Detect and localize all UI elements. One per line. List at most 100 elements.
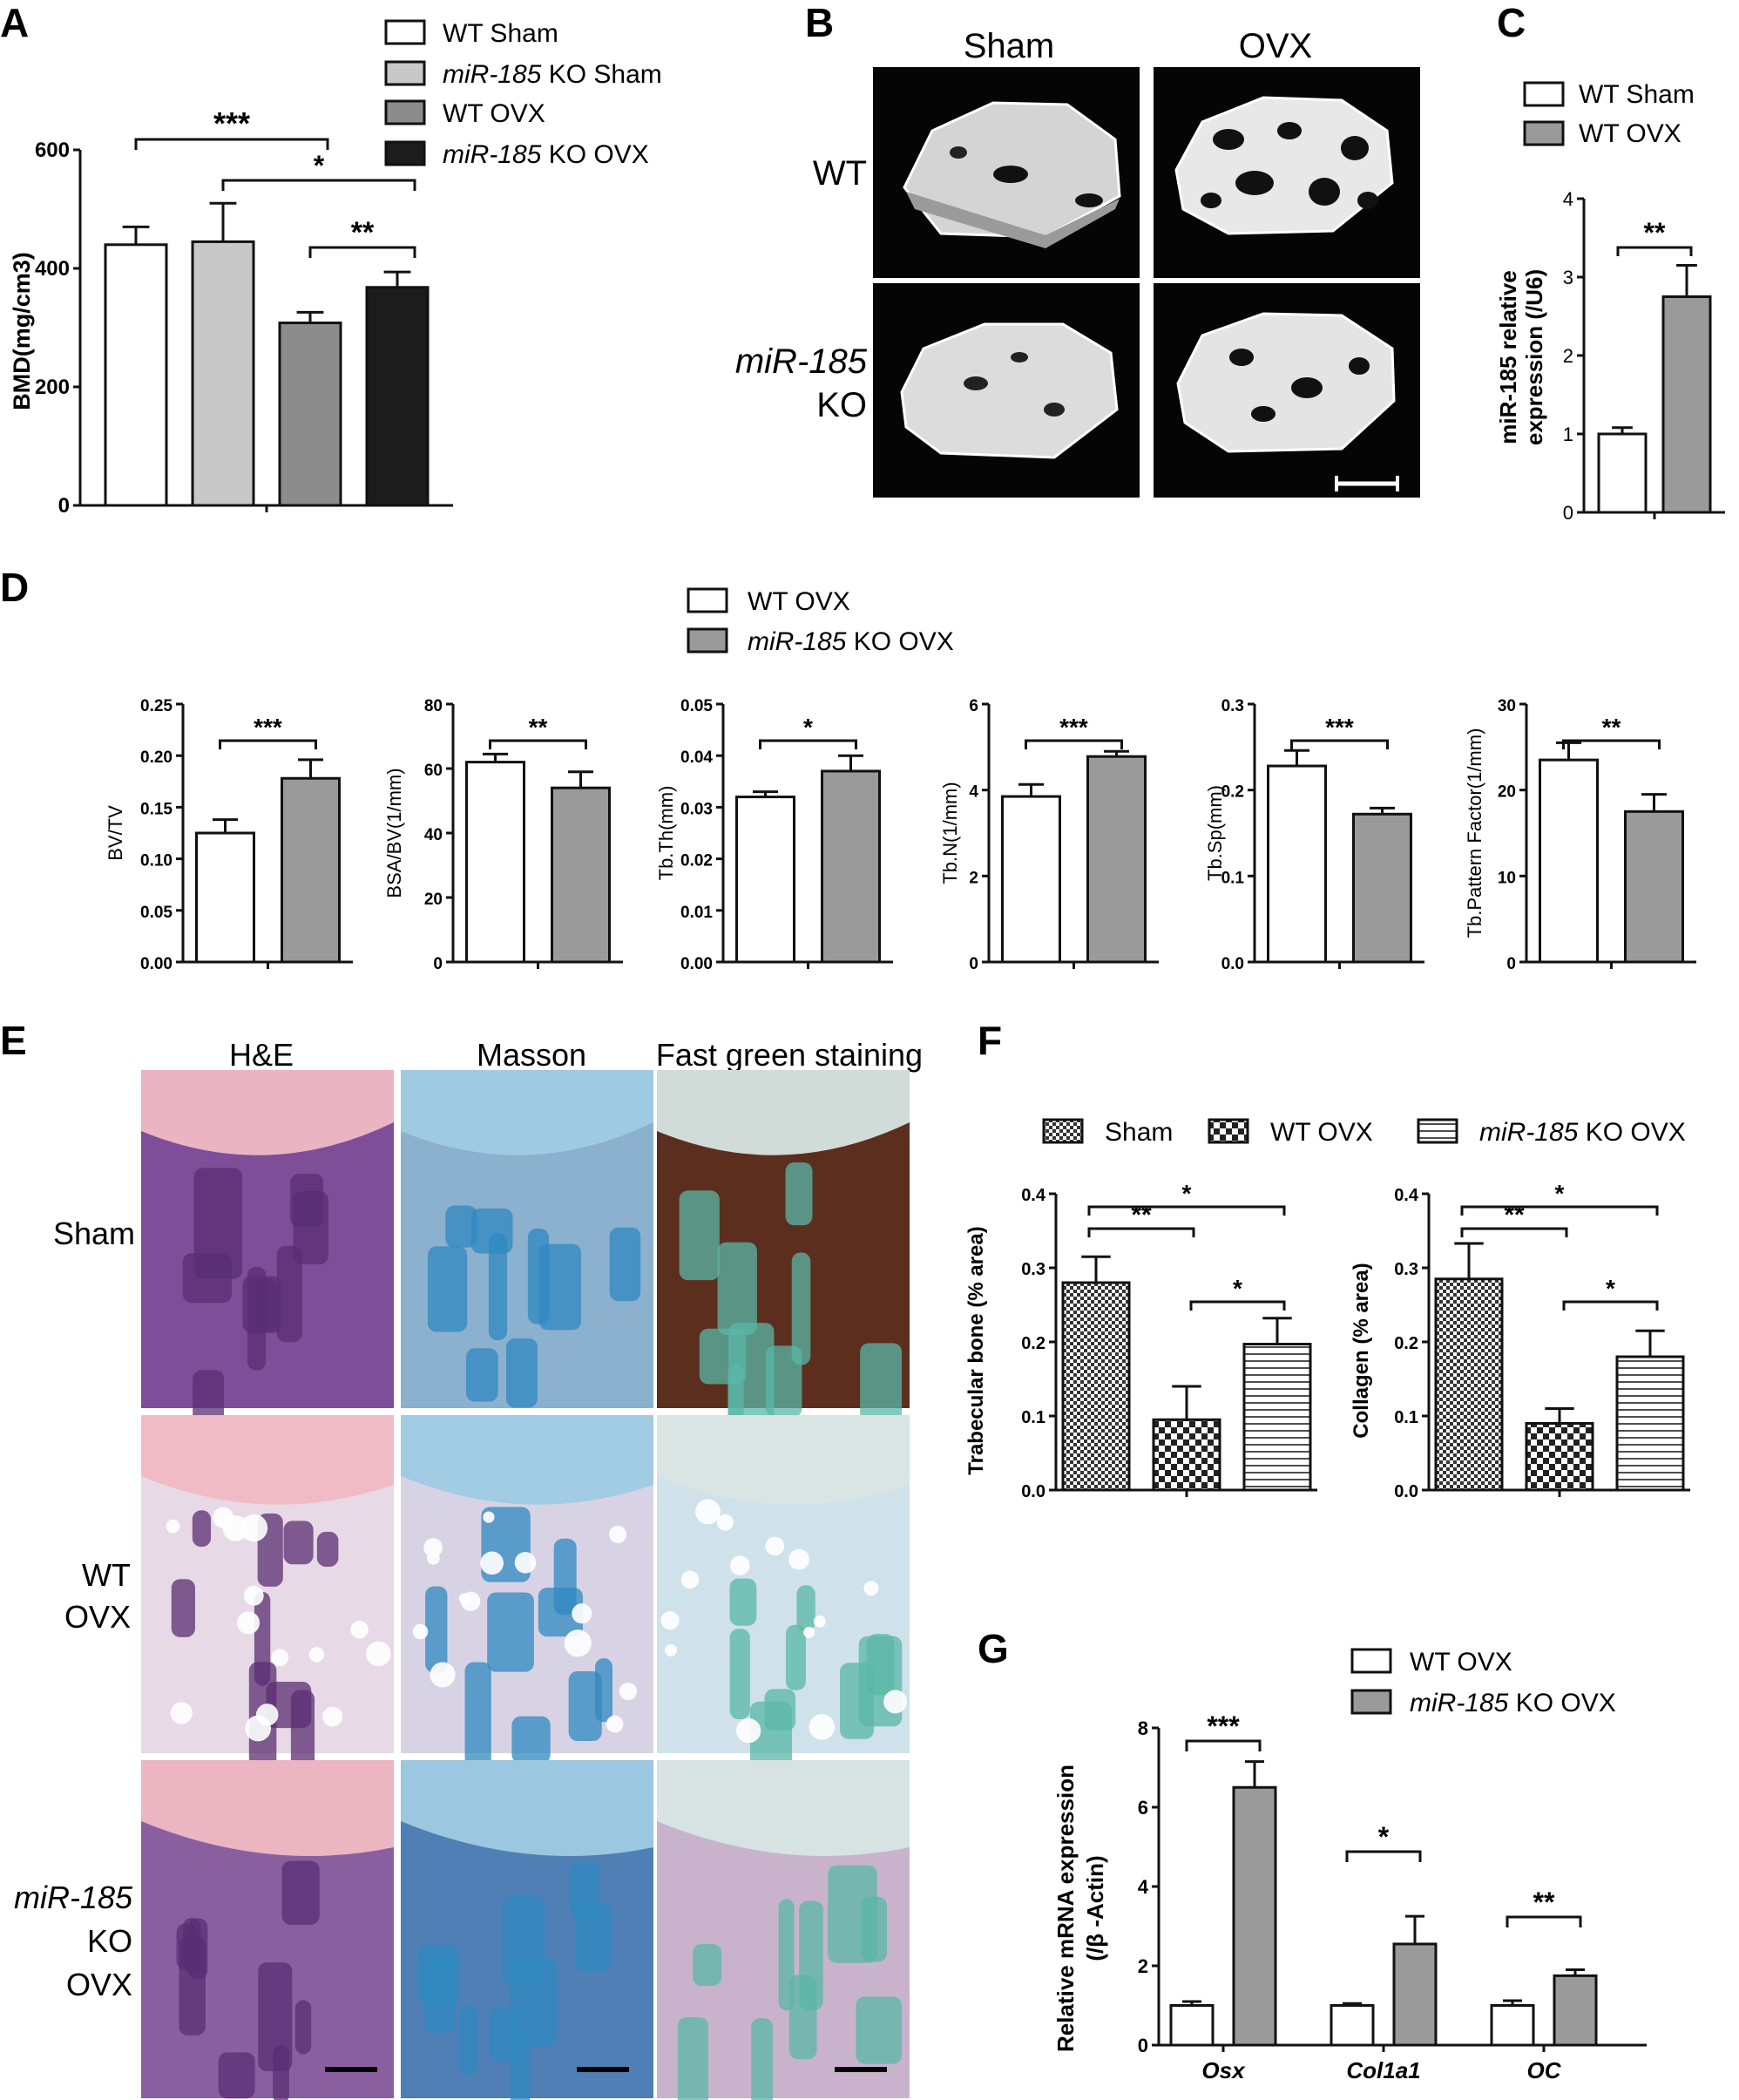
legend-label-c-wt-sham: WT Sham (1579, 80, 1695, 109)
chart-a-ylabel: BMD(mg/cm3) (9, 252, 35, 410)
D5-ylabel: Tb.Sp(mm) (1204, 785, 1226, 881)
F1-y-tick-label-3: 0.3 (1021, 1260, 1045, 1279)
g-x-label-0: Osx (1201, 2057, 1246, 2083)
legend-label-f-wt-ovx: WT OVX (1270, 1118, 1373, 1147)
panel-b-row-ko-2: KO (816, 386, 867, 424)
panel-e-col-fast-green: Fast green staining (656, 1037, 923, 1073)
histology-r2-c2-trabecula-7 (778, 1899, 795, 2011)
D6-y-tick-label-1: 10 (1498, 869, 1516, 887)
D6-bar-1 (1624, 810, 1684, 964)
a-sig-1-bracket (221, 179, 416, 191)
D3-y-tick-label-2: 0.02 (680, 852, 713, 870)
a-sig-1-label: * (314, 150, 325, 181)
panel-b-row-wt: WT (813, 154, 867, 193)
D3-sig-0-label: * (803, 714, 813, 741)
A-y-tick-label-0: 0 (58, 494, 70, 518)
histology-r0-c1-trabecula-5 (427, 1246, 468, 1332)
F2-y-tick-label-1: 0.1 (1394, 1408, 1418, 1427)
histology-r2-c0-trabecula-8 (179, 1936, 206, 2036)
F1-y-tick-label-4: 0.4 (1021, 1186, 1046, 1205)
panel-letter-e: E (0, 1018, 27, 1063)
histology-r2-c2-trabecula-8 (799, 1900, 823, 2010)
histology-r2-c2-trabecula-3 (856, 1996, 903, 2064)
D1-y-tick-label-1: 0.05 (140, 904, 173, 922)
D2-bar-0 (465, 761, 525, 964)
C-bar-0 (1597, 432, 1648, 514)
histology-r2-c1-trabecula-8 (423, 1954, 456, 2033)
histology-r1-c1-adipocyte-10 (606, 1715, 624, 1733)
panel-e-row-ko-2: KO (87, 1923, 132, 1959)
histology-r1-c1-adipocyte-11 (619, 1682, 638, 1701)
F1-bar-2 (1242, 1343, 1312, 1492)
F2-bar-1 (1525, 1422, 1594, 1492)
D5-y-tick-label-2: 0.2 (1221, 783, 1244, 802)
C-y-tick-label-3: 3 (1563, 267, 1573, 288)
D1-ylabel: BV/TV (105, 805, 126, 861)
F1-ylabel: Trabecular bone (% area) (964, 1226, 988, 1474)
panel-e-row-wt-1: WT (82, 1557, 131, 1593)
histology-r1-c2-adipocyte-5 (730, 1555, 750, 1575)
histology-r1-c2-adipocyte-12 (695, 1499, 721, 1525)
histology-r1-c1-trabecula-0 (568, 1671, 602, 1742)
histology-r0-c2-trabecula-2 (785, 1162, 813, 1226)
chart-c: 0 1 2 3 4 ** (1563, 188, 1725, 524)
panel-g-legend: WT OVX miR-185 KO OVX (1350, 1648, 1616, 1717)
D4-y-tick-label-2: 4 (969, 783, 978, 802)
histology-r2-c0-cortex (141, 1760, 394, 1856)
panel-b-col-sham: Sham (964, 27, 1055, 65)
F2-y-tick-label-0: 0.0 (1394, 1482, 1418, 1501)
D1-sig-0-label: *** (254, 714, 282, 741)
D6-y-tick-label-0: 0 (1506, 955, 1516, 973)
histology-r0-c1-trabecula-2 (465, 1348, 498, 1402)
F1-sig-2-label: * (1233, 1275, 1242, 1302)
D3-bar-0 (735, 796, 795, 964)
c-sig-0-bracket (1616, 246, 1693, 256)
histology-r0-c0-trabecula-6 (182, 1253, 233, 1304)
histology-r2-c1-cortex (401, 1760, 653, 1856)
histology-r2-c1-trabecula-6 (570, 1861, 600, 1920)
legend-swatch-f-ko-ovx (1417, 1118, 1458, 1144)
g-sig-0-bracket (1185, 1739, 1262, 1751)
D5-y-tick-label-3: 0.3 (1221, 697, 1244, 715)
histology-r0-c2-cortex (657, 1070, 910, 1155)
D5-bar-0 (1267, 764, 1327, 964)
a-sig-0-label: *** (213, 105, 250, 141)
D1-y-tick-label-5: 0.25 (140, 697, 173, 715)
D1-sig-0-bracket (219, 739, 317, 749)
D1-y-tick-label-3: 0.15 (140, 800, 173, 818)
histology-r0-c0-cortex (141, 1070, 394, 1155)
F2-sig-0-bracket (1460, 1227, 1568, 1237)
C-y-tick-label-1: 1 (1563, 423, 1573, 445)
g-sig-1-label: * (1378, 1821, 1390, 1853)
F1-sig-2-bracket (1189, 1300, 1286, 1311)
legend-label-f-ko-ovx: miR-185 KO OVX (1479, 1118, 1686, 1147)
D2-y-tick-label-4: 80 (424, 697, 443, 715)
histology-r1-c0-trabecula-4 (171, 1579, 195, 1637)
histology-r1-c1-adipocyte-9 (514, 1552, 537, 1574)
legend-swatch-f-sham (1042, 1118, 1084, 1144)
C-bar-1 (1661, 295, 1712, 514)
histology-r1-c1-adipocyte-4 (609, 1526, 627, 1544)
panel-letter-d: D (0, 565, 29, 610)
g-bar-1-1 (1392, 1942, 1438, 2047)
histology-r1-c2-cortex (657, 1415, 910, 1505)
g-bar-0-0 (1169, 2004, 1215, 2047)
g-y-tick-label-4: 8 (1138, 1717, 1148, 1739)
g-bar-2-1 (1553, 1974, 1598, 2047)
a-sig-0-bracket (134, 138, 329, 150)
histology-r0-c0-trabecula-5 (193, 1168, 243, 1279)
D5-sig-0-bracket (1290, 739, 1389, 749)
D2-ylabel: BSA/BV(1/mm) (383, 768, 405, 898)
histology-r0-c2-trabecula-3 (717, 1242, 757, 1335)
histology-r0-c1-trabecula-7 (505, 1338, 538, 1408)
F2-y-tick-label-4: 0.4 (1394, 1186, 1419, 1205)
histology-r2-c0-trabecula-5 (258, 1962, 293, 2071)
g-sig-0-label: *** (1207, 1710, 1240, 1742)
D6-y-tick-label-2: 20 (1498, 783, 1516, 802)
F1-sig-0-label: ** (1131, 1201, 1152, 1230)
histology-r1-c0-trabecula-5 (316, 1531, 339, 1567)
C-y-tick-label-4: 4 (1563, 188, 1573, 210)
charts-f: 0.00.10.20.30.4****Trabecular bone (% ar… (964, 1180, 1690, 1501)
histology-r1-c1-trabecula-5 (425, 1586, 448, 1673)
